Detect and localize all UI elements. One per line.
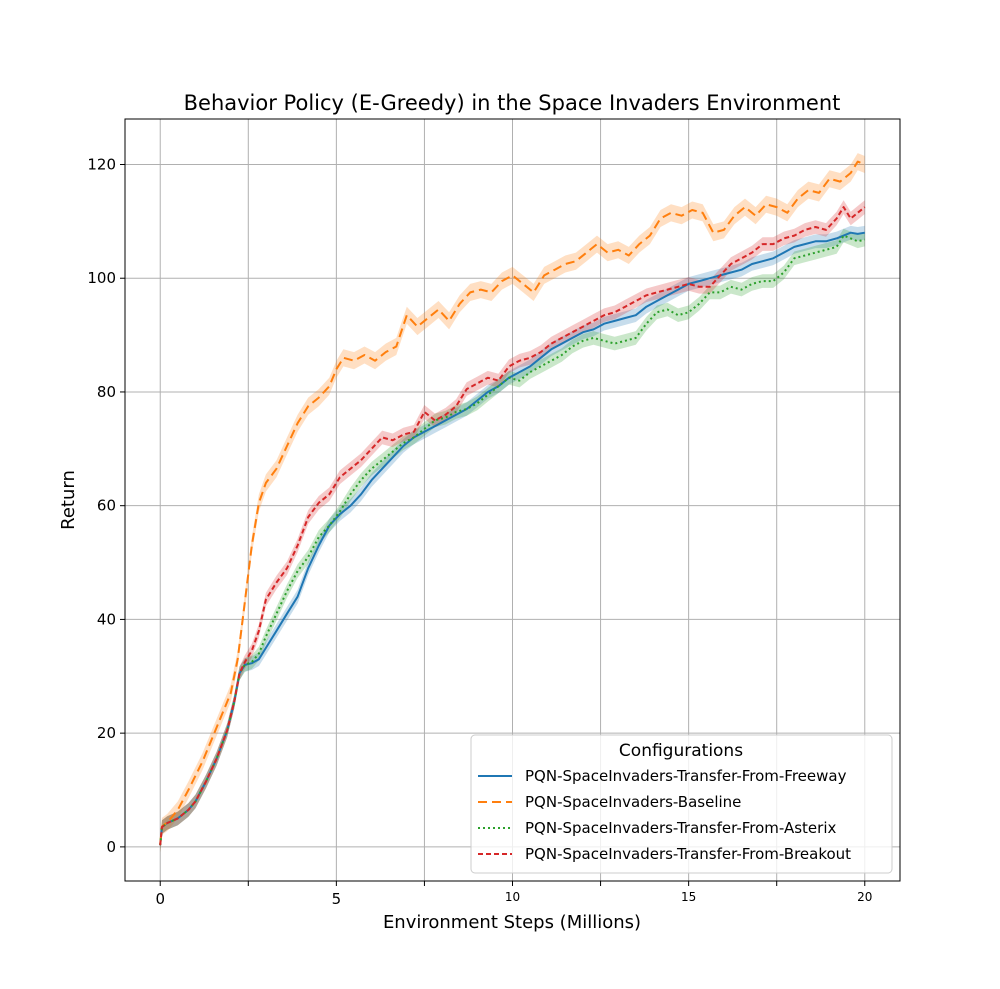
x-tick-label: 20: [857, 890, 872, 904]
y-tick-label: 40: [97, 610, 116, 628]
series-line-2: [159, 234, 866, 846]
legend-entry-label: PQN-SpaceInvaders-Baseline: [525, 793, 741, 811]
y-tick-label: 120: [87, 155, 116, 173]
legend-entry-label: PQN-SpaceInvaders-Transfer-From-Freeway: [525, 767, 847, 785]
series-line-3: [159, 206, 866, 846]
y-tick-label: 60: [97, 497, 116, 515]
x-tick-label: 5: [332, 890, 342, 908]
grid-lines: [125, 119, 900, 881]
x-tick-label: 0: [155, 890, 165, 908]
y-tick-label: 20: [97, 724, 116, 742]
legend-entry-label: PQN-SpaceInvaders-Transfer-From-Breakout: [525, 845, 851, 863]
series-line-1: [159, 160, 866, 845]
x-axis-title: Environment Steps (Millions): [383, 912, 641, 933]
y-axis-title: Return: [58, 470, 79, 530]
axis-ticks: 0 5 10 15 20 0 20 40 60 80 100 120: [87, 155, 872, 908]
y-tick-label: 100: [87, 269, 116, 287]
y-tick-label: 0: [106, 838, 116, 856]
chart-title: Behavior Policy (E-Greedy) in the Space …: [184, 91, 841, 115]
legend-box: [470, 734, 893, 874]
series-lines: [159, 160, 866, 846]
legend: Configurations PQN-SpaceInvaders-Transfe…: [470, 734, 893, 874]
legend-title: Configurations: [619, 741, 743, 761]
x-tick-label: 15: [681, 890, 696, 904]
y-tick-label: 80: [97, 383, 116, 401]
legend-entry-label: PQN-SpaceInvaders-Transfer-From-Asterix: [525, 819, 836, 837]
x-tick-label: 10: [505, 890, 520, 904]
